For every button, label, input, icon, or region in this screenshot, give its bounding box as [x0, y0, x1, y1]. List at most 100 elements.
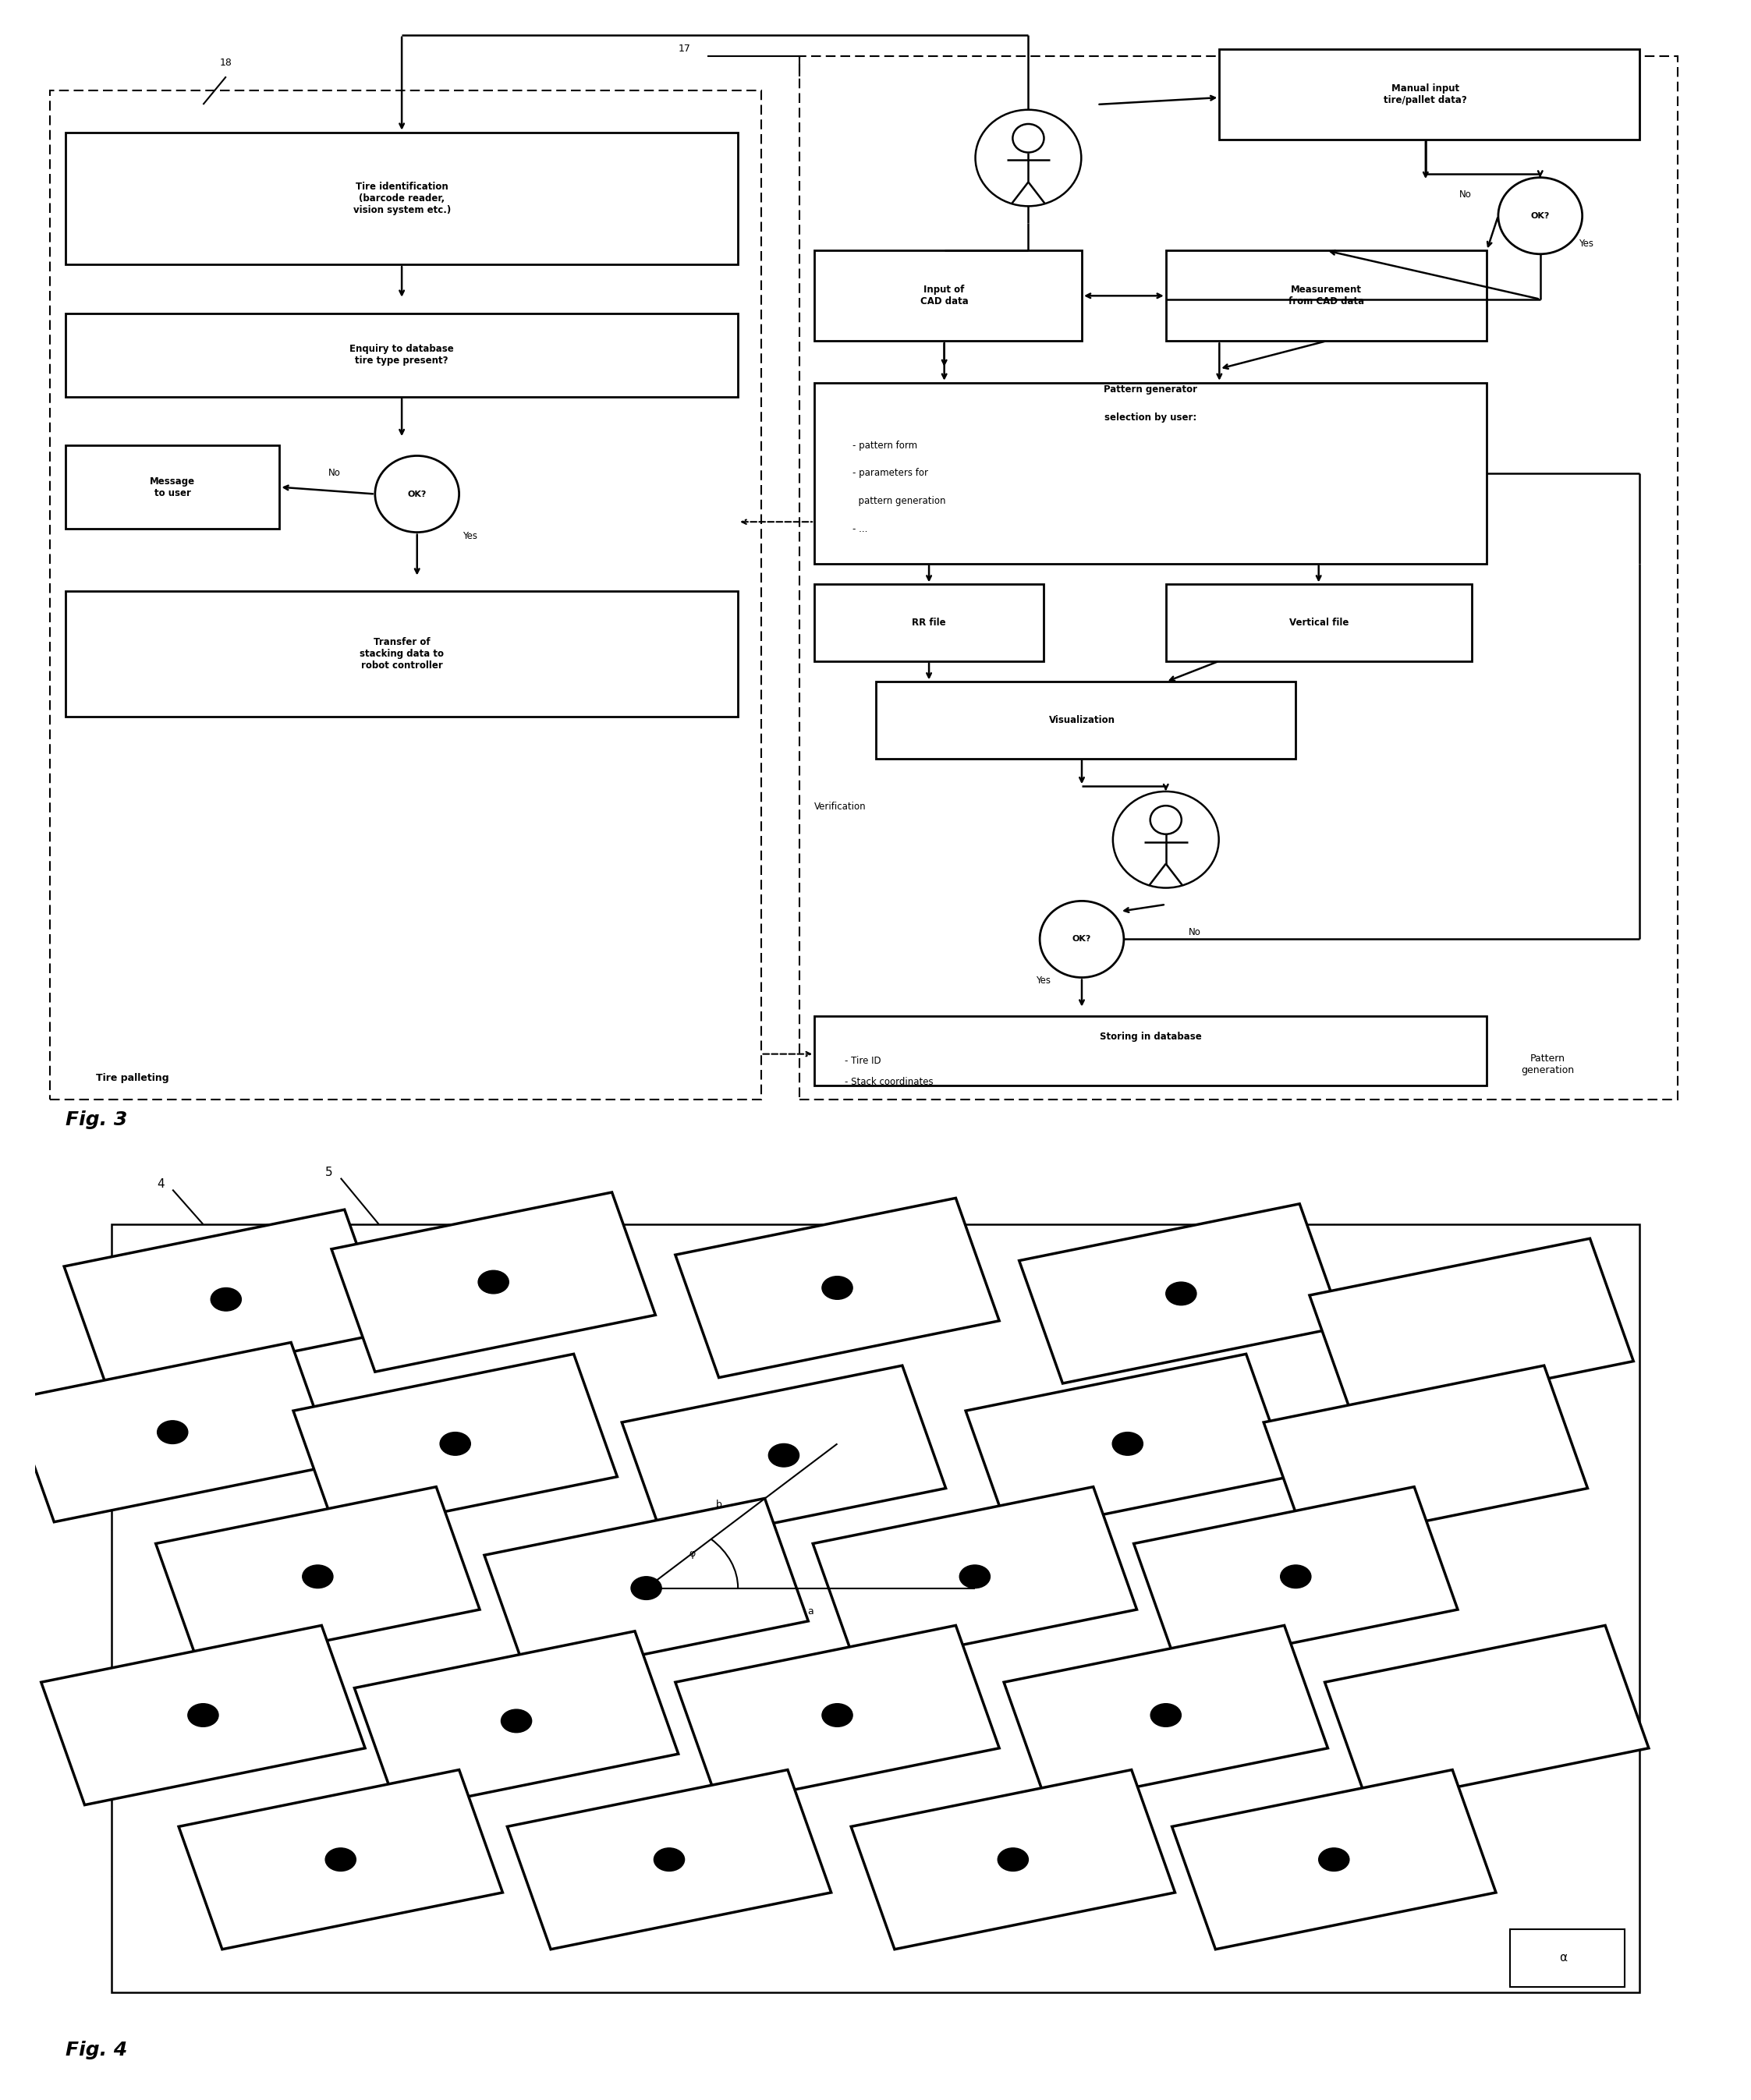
- Text: OK?: OK?: [1530, 212, 1550, 220]
- Text: 17: 17: [678, 44, 690, 55]
- Text: No: No: [1189, 928, 1201, 937]
- Text: - parameters for: - parameters for: [853, 468, 928, 479]
- Text: Yes: Yes: [1037, 977, 1051, 987]
- Text: Message
to user: Message to user: [151, 477, 194, 498]
- Bar: [814, 250, 1082, 340]
- Circle shape: [187, 1703, 219, 1726]
- Text: Yes: Yes: [1578, 239, 1593, 248]
- Circle shape: [960, 1565, 989, 1588]
- Text: φ: φ: [688, 1548, 695, 1558]
- Polygon shape: [1003, 1625, 1327, 1804]
- Circle shape: [1499, 179, 1583, 254]
- Text: RR file: RR file: [912, 617, 946, 628]
- Polygon shape: [676, 1625, 1000, 1804]
- Text: - ...: - ...: [853, 523, 868, 533]
- Bar: [65, 445, 280, 529]
- Circle shape: [653, 1848, 685, 1871]
- Text: 18: 18: [221, 57, 233, 67]
- Text: Manual input
tire/pallet data?: Manual input tire/pallet data?: [1383, 84, 1467, 105]
- Circle shape: [630, 1577, 662, 1600]
- Circle shape: [998, 1848, 1028, 1871]
- Circle shape: [1112, 1432, 1143, 1455]
- Polygon shape: [11, 1342, 334, 1522]
- Text: 5: 5: [326, 1166, 333, 1178]
- Polygon shape: [1264, 1365, 1588, 1546]
- Text: OK?: OK?: [1072, 934, 1091, 943]
- Text: α: α: [1558, 1951, 1567, 1964]
- Text: No: No: [1459, 189, 1471, 200]
- Polygon shape: [331, 1193, 655, 1371]
- Text: pattern generation: pattern generation: [853, 496, 946, 506]
- Text: No: No: [327, 468, 341, 479]
- Text: a: a: [807, 1606, 814, 1617]
- Circle shape: [769, 1445, 798, 1466]
- Text: selection by user:: selection by user:: [1105, 412, 1196, 422]
- Bar: [1509, 1928, 1625, 1987]
- Polygon shape: [851, 1770, 1175, 1949]
- Bar: [65, 132, 737, 265]
- Circle shape: [1040, 901, 1124, 977]
- Bar: [112, 1224, 1639, 1993]
- Bar: [65, 592, 737, 716]
- Circle shape: [303, 1565, 333, 1588]
- Circle shape: [1319, 1848, 1350, 1871]
- Circle shape: [326, 1848, 355, 1871]
- Text: Storing in database: Storing in database: [1100, 1031, 1201, 1042]
- Text: Measurement
from CAD data: Measurement from CAD data: [1289, 286, 1364, 307]
- Text: b: b: [716, 1499, 721, 1510]
- Polygon shape: [965, 1355, 1290, 1533]
- Text: Fig. 3: Fig. 3: [65, 1111, 128, 1130]
- Circle shape: [821, 1277, 853, 1300]
- Bar: [1166, 250, 1487, 340]
- Bar: [798, 57, 1677, 1098]
- Polygon shape: [622, 1365, 946, 1546]
- Circle shape: [636, 1579, 657, 1596]
- Text: Pattern generator: Pattern generator: [1103, 384, 1198, 395]
- Polygon shape: [292, 1355, 618, 1533]
- Bar: [814, 1016, 1487, 1086]
- Polygon shape: [812, 1487, 1136, 1665]
- Text: - pattern form: - pattern form: [853, 441, 918, 449]
- Text: Transfer of
stacking data to
robot controller: Transfer of stacking data to robot contr…: [359, 636, 445, 670]
- Circle shape: [478, 1270, 510, 1294]
- Circle shape: [440, 1432, 471, 1455]
- Polygon shape: [179, 1770, 503, 1949]
- Bar: [51, 90, 762, 1098]
- Text: Tire palleting: Tire palleting: [96, 1073, 170, 1084]
- Text: Tire identification
(barcode reader,
vision system etc.): Tire identification (barcode reader, vis…: [354, 181, 450, 214]
- Text: Fig. 4: Fig. 4: [65, 2041, 128, 2060]
- Circle shape: [821, 1703, 853, 1726]
- Circle shape: [1012, 124, 1044, 153]
- Polygon shape: [156, 1487, 480, 1665]
- Bar: [814, 382, 1487, 563]
- Text: - Stack coordinates: - Stack coordinates: [846, 1077, 933, 1088]
- Circle shape: [1150, 1703, 1182, 1726]
- Circle shape: [1114, 792, 1219, 888]
- Text: Input of
CAD data: Input of CAD data: [921, 286, 968, 307]
- Polygon shape: [1019, 1203, 1343, 1384]
- Polygon shape: [508, 1770, 832, 1949]
- Text: Pattern
generation: Pattern generation: [1522, 1054, 1574, 1075]
- Text: OK?: OK?: [408, 489, 427, 498]
- Circle shape: [501, 1709, 532, 1732]
- Bar: [876, 682, 1296, 758]
- Polygon shape: [354, 1632, 678, 1810]
- Polygon shape: [65, 1210, 389, 1388]
- Bar: [1219, 48, 1639, 139]
- Circle shape: [158, 1420, 187, 1445]
- Bar: [1166, 584, 1471, 662]
- Polygon shape: [1310, 1239, 1634, 1418]
- Bar: [65, 313, 737, 397]
- Polygon shape: [485, 1499, 809, 1678]
- Text: 4: 4: [158, 1178, 165, 1191]
- Polygon shape: [1133, 1487, 1459, 1665]
- Circle shape: [1280, 1565, 1311, 1588]
- Polygon shape: [676, 1199, 1000, 1378]
- Circle shape: [975, 109, 1082, 206]
- Text: Verification: Verification: [814, 802, 867, 813]
- Text: Yes: Yes: [462, 531, 478, 542]
- Polygon shape: [1326, 1625, 1649, 1804]
- Text: - Tire ID: - Tire ID: [846, 1056, 881, 1067]
- Polygon shape: [40, 1625, 366, 1804]
- Text: Enquiry to database
tire type present?: Enquiry to database tire type present?: [350, 344, 454, 365]
